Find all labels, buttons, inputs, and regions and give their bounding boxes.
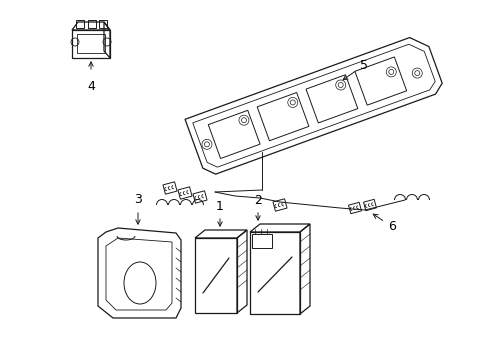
Bar [77, 34, 105, 53]
Bar [76, 20, 84, 28]
Text: 5: 5 [359, 59, 367, 72]
Text: 1: 1 [216, 200, 224, 213]
Bar [88, 20, 96, 28]
Bar [195, 238, 237, 313]
Text: 3: 3 [134, 193, 142, 206]
Text: 2: 2 [254, 194, 262, 207]
Bar [99, 20, 107, 28]
Text: 4: 4 [87, 80, 95, 93]
Bar [72, 30, 110, 58]
Text: 6: 6 [387, 220, 395, 233]
Bar [249, 232, 299, 314]
Bar [251, 234, 271, 248]
